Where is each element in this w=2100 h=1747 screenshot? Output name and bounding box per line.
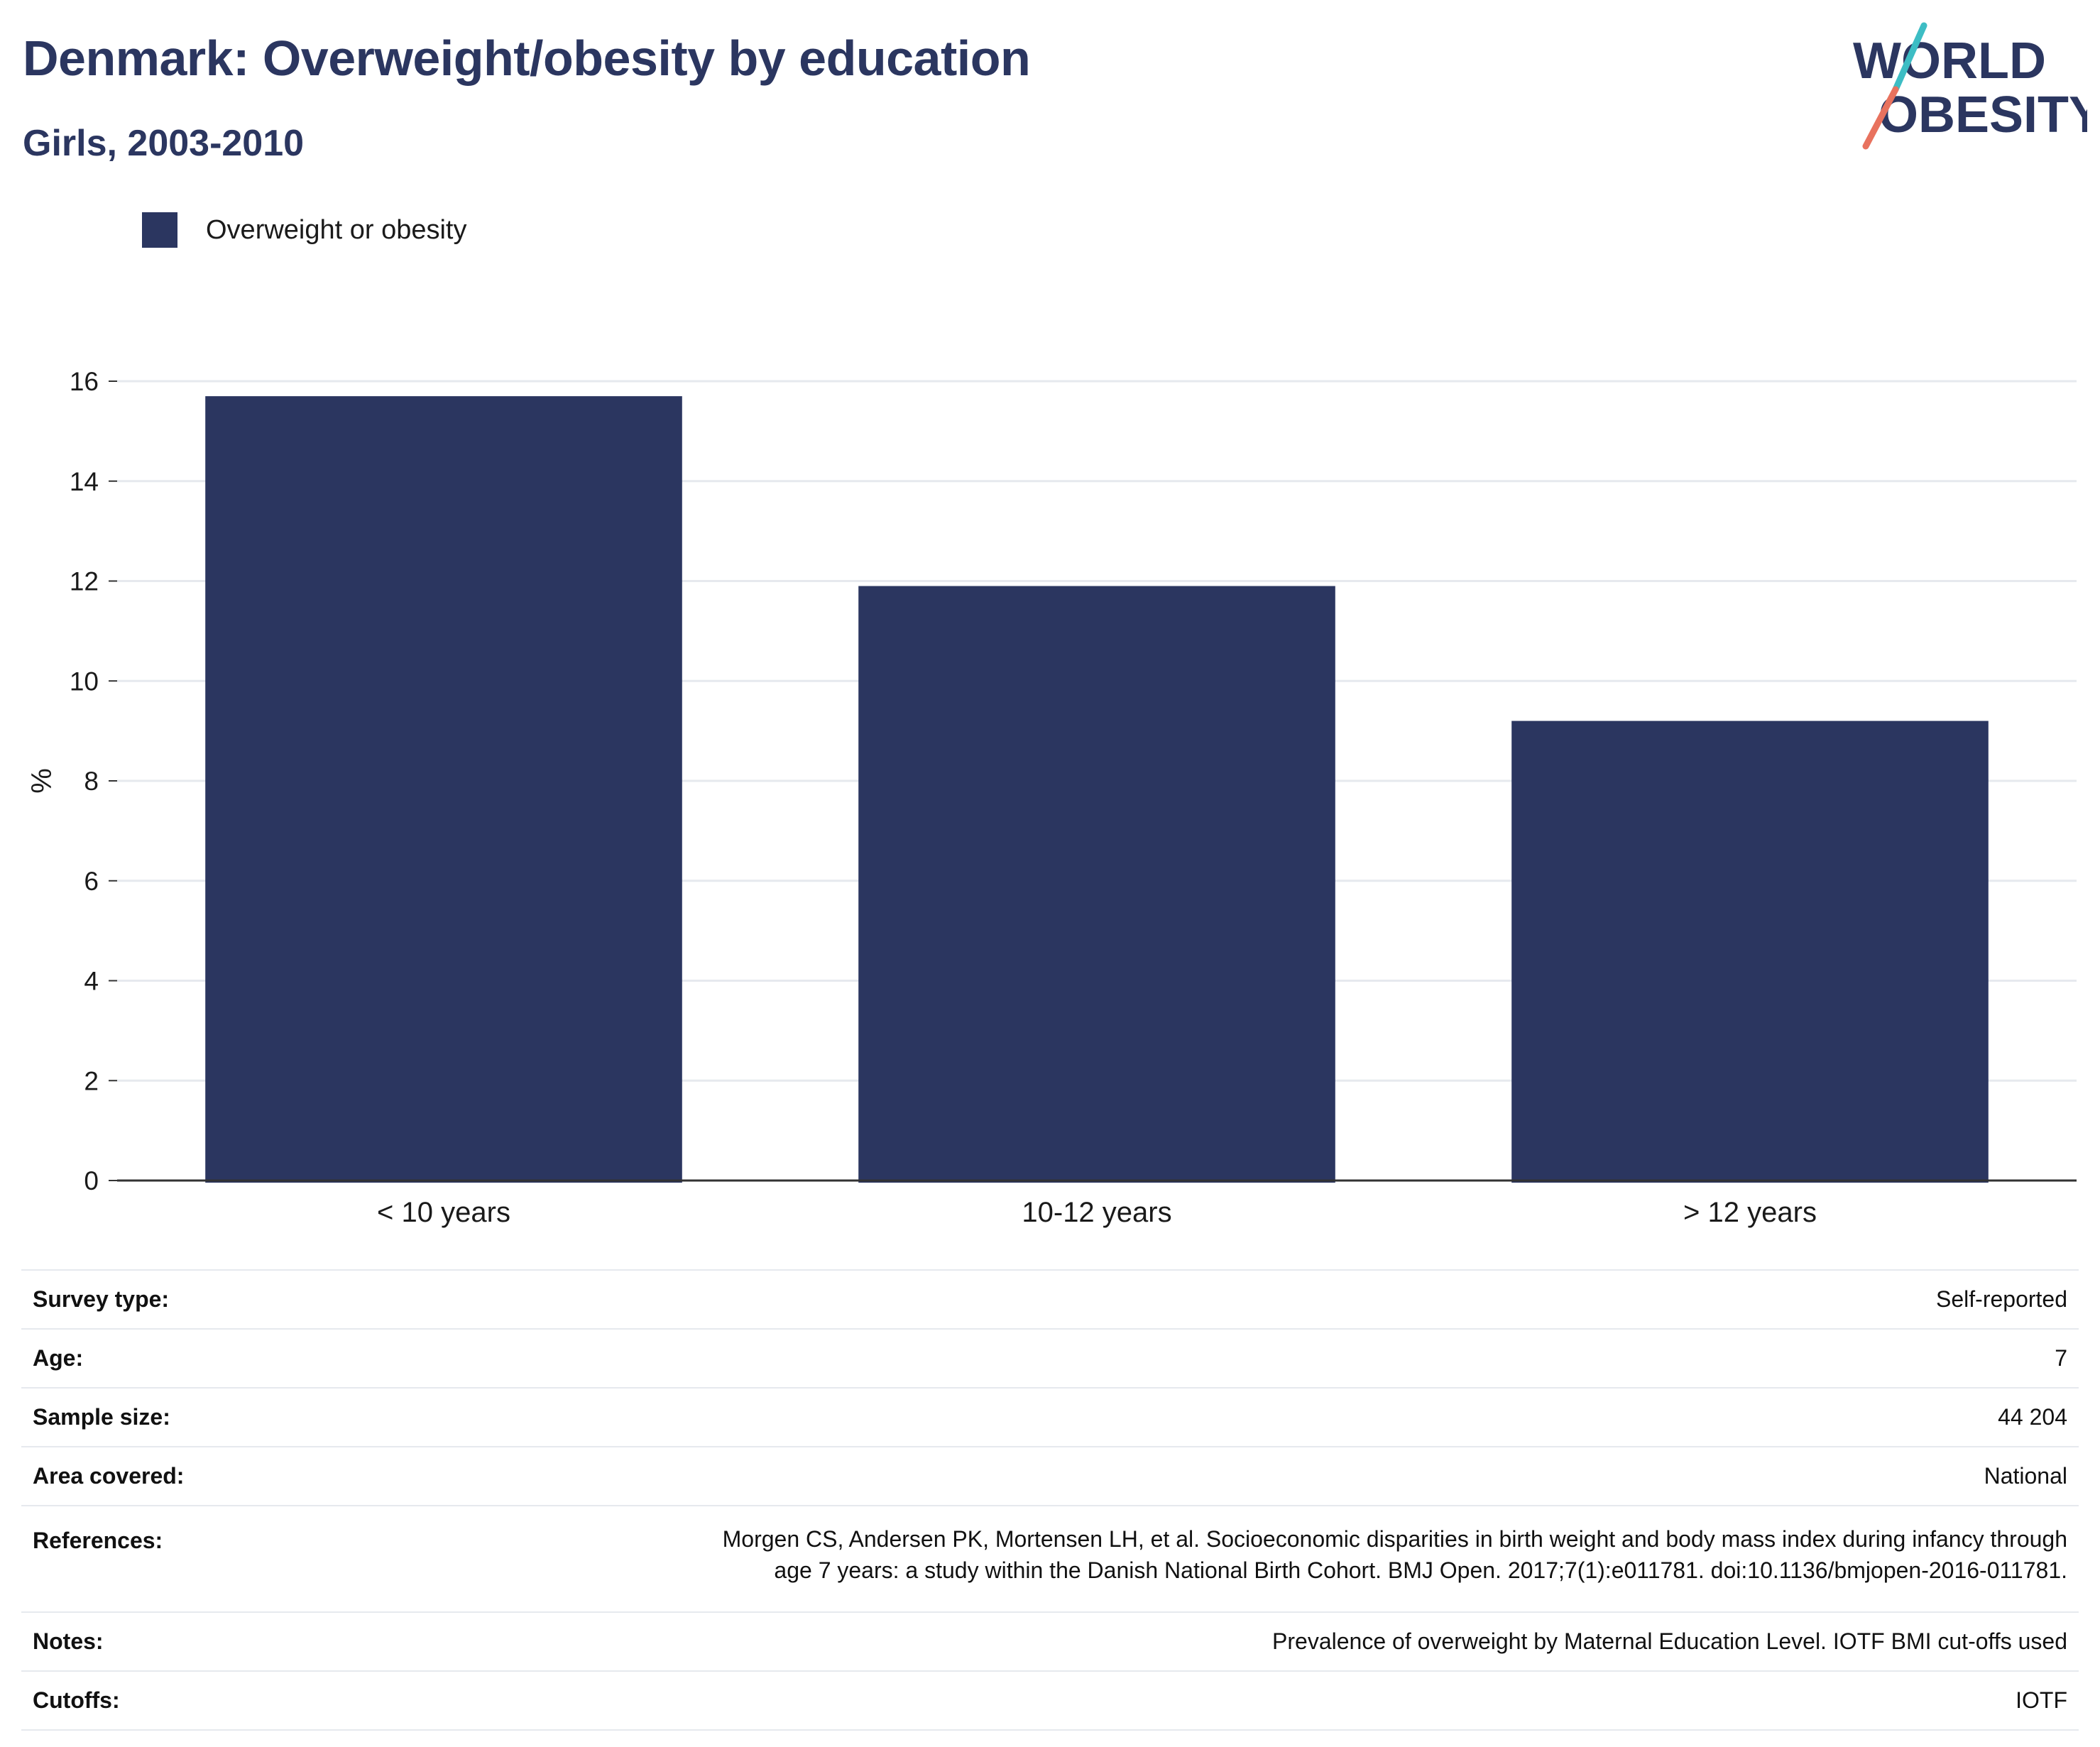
y-tick-label: 14 — [70, 467, 99, 496]
logo-slash-top — [1892, 22, 1927, 93]
meta-value: IOTF — [2016, 1687, 2067, 1713]
meta-label: Area covered: — [33, 1463, 185, 1489]
logo-slash-bottom — [1862, 86, 1899, 150]
meta-value: National — [1984, 1463, 2067, 1489]
y-tick-label: 16 — [70, 367, 99, 396]
bar — [858, 586, 1335, 1183]
logo-line1: WORLD — [1853, 33, 2046, 89]
y-tick-label: 10 — [70, 667, 99, 696]
world-obesity-logo: WORLD OBESITY — [1853, 22, 2087, 150]
meta-label: Sample size: — [33, 1404, 170, 1430]
meta-row-survey-type: Survey type: Self-reported — [21, 1270, 2079, 1329]
page-title: Denmark: Overweight/obesity by education — [23, 31, 1031, 86]
y-tick-label: 12 — [70, 567, 99, 596]
chart-legend: Overweight or obesity — [142, 210, 467, 250]
x-tick-label: 10-12 years — [1022, 1197, 1171, 1228]
meta-label: Notes: — [33, 1628, 104, 1654]
x-tick-label: > 12 years — [1683, 1197, 1817, 1228]
y-tick-label: 6 — [84, 867, 99, 896]
meta-label: Cutoffs: — [33, 1687, 120, 1713]
y-tick-label: 2 — [84, 1066, 99, 1095]
meta-value: 7 — [2055, 1345, 2067, 1371]
meta-row-references: References: Morgen CS, Andersen PK, Mort… — [21, 1506, 2079, 1612]
x-tick-label: < 10 years — [377, 1197, 510, 1228]
y-tick-label: 4 — [84, 967, 99, 996]
meta-row-cutoffs: Cutoffs: IOTF — [21, 1671, 2079, 1730]
bar-chart: 0 2 4 6 8 10 12 14 16% < 10 years 10-12 years > 12 … — [26, 367, 2077, 1228]
legend-label: Overweight or obesity — [206, 214, 467, 245]
legend-swatch — [142, 212, 177, 248]
logo-line2: OBESITY — [1878, 87, 2087, 143]
y-tick-label: 8 — [84, 767, 99, 796]
bar — [205, 396, 682, 1183]
y-axis-label: % — [26, 768, 58, 794]
meta-label: Survey type: — [33, 1286, 170, 1312]
meta-value: Prevalence of overweight by Maternal Edu… — [1272, 1628, 2067, 1654]
y-tick-label: 0 — [84, 1166, 99, 1195]
meta-value: Self-reported — [1936, 1286, 2067, 1312]
reference-line: Morgen CS, Andersen PK, Mortensen LH, et… — [722, 1526, 2067, 1552]
page-subtitle: Girls, 2003-2010 — [23, 123, 305, 164]
reference-line: age 7 years: a study within the Danish N… — [774, 1557, 2067, 1583]
meta-row-age: Age: 7 — [21, 1329, 2079, 1388]
meta-value: 44 204 — [1998, 1404, 2067, 1430]
meta-row-notes: Notes: Prevalence of overweight by Mater… — [21, 1612, 2079, 1671]
meta-value: Morgen CS, Andersen PK, Mortensen LH, et… — [484, 1506, 2079, 1612]
meta-row-sample-size: Sample size: 44 204 — [21, 1388, 2079, 1447]
meta-label: References: — [33, 1528, 163, 1553]
bar — [1511, 721, 1989, 1183]
meta-row-area-covered: Area covered: National — [21, 1447, 2079, 1506]
metadata-table: Survey type: Self-reported Age: 7 Sample… — [21, 1269, 2079, 1731]
meta-label: Age: — [33, 1345, 84, 1371]
